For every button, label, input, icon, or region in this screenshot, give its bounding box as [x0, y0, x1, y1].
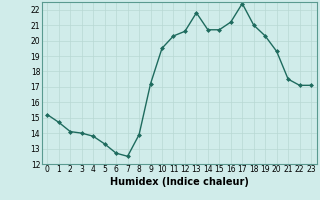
X-axis label: Humidex (Indice chaleur): Humidex (Indice chaleur)	[110, 177, 249, 187]
